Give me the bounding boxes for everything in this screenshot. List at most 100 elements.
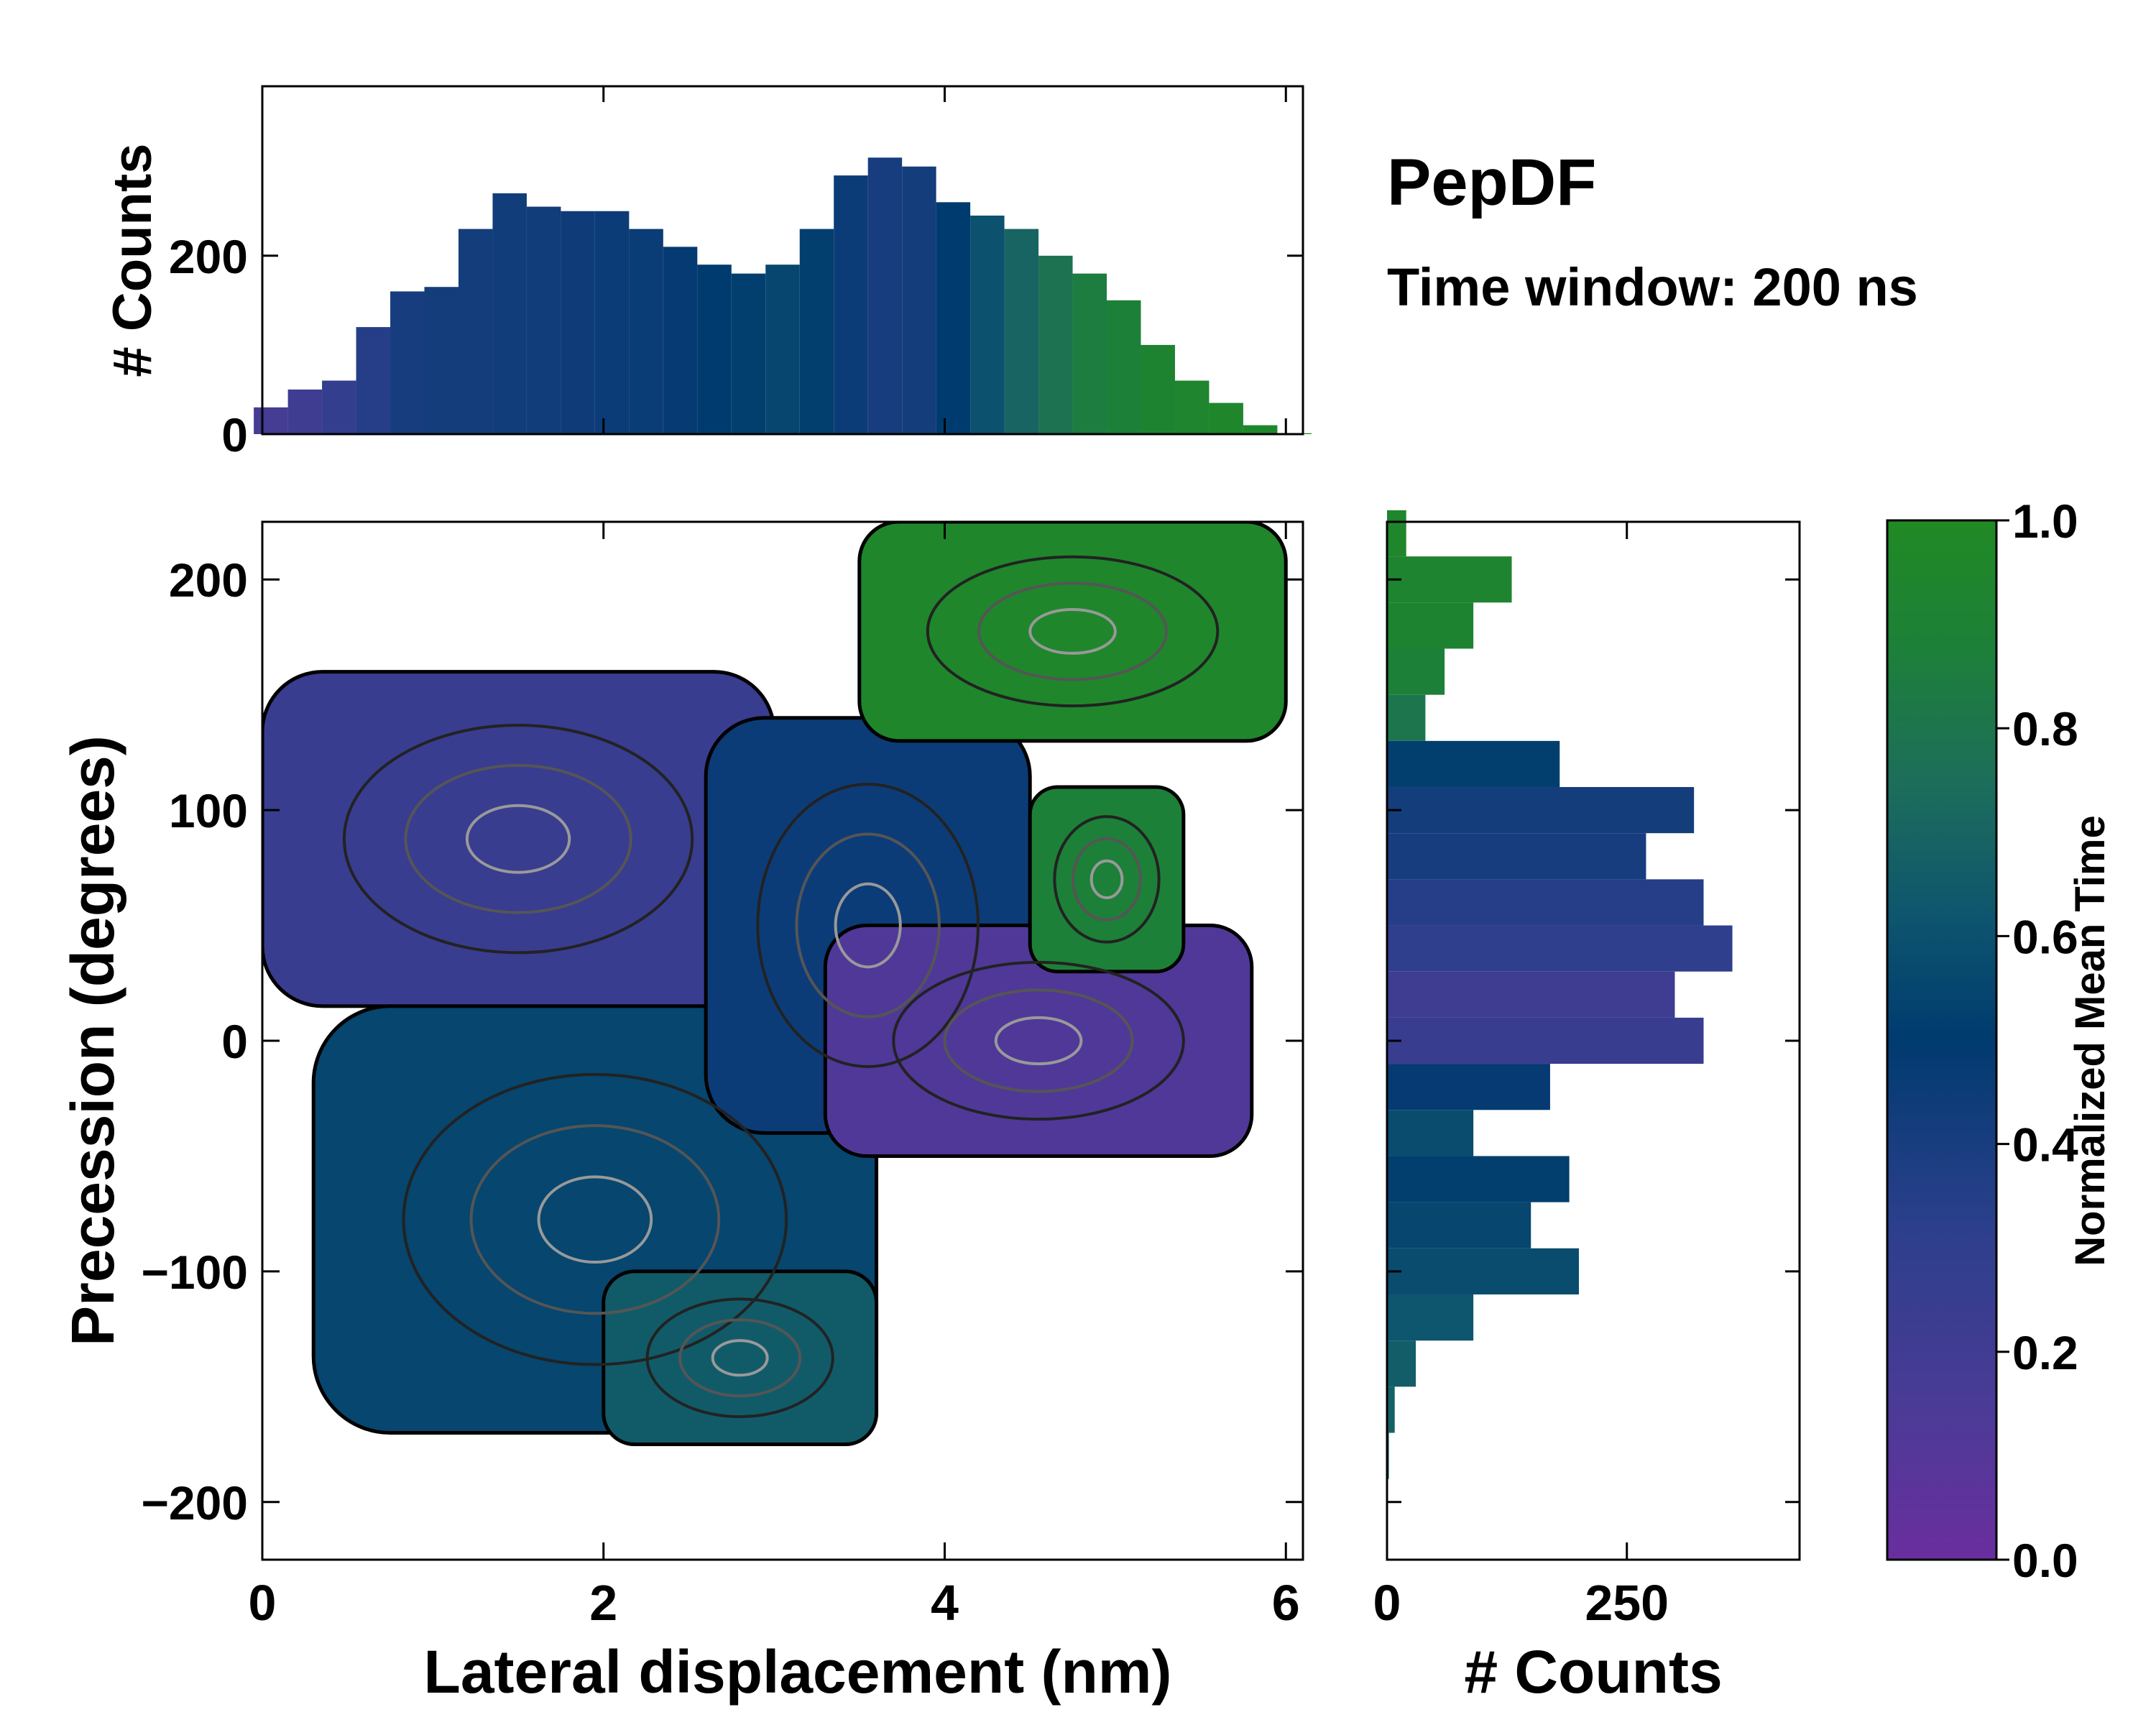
heatmap-region <box>602 1269 879 1447</box>
top-histogram-bar <box>1004 229 1039 434</box>
colorbar-tick-label: 0.6 <box>2012 910 2078 963</box>
top-histogram-bar <box>424 287 459 434</box>
heatmap-contour <box>465 804 571 874</box>
right-histogram-bar <box>1387 648 1445 695</box>
main-y-tick-label: 200 <box>169 553 248 607</box>
colorbar-title: Normalized Mean Time <box>2067 815 2114 1266</box>
right-histogram-bar <box>1387 694 1426 741</box>
top-histogram-bar <box>1141 344 1175 434</box>
heatmap-contour <box>795 832 941 1018</box>
heatmap-contour <box>977 581 1169 681</box>
colorbar-tick-label: 0.4 <box>2012 1118 2078 1172</box>
heatmap-contour <box>645 1297 834 1419</box>
top-histogram-bar <box>629 229 663 434</box>
main-y-axis-title: Precession (degrees) <box>59 735 126 1346</box>
right-histogram-bar <box>1387 1294 1474 1341</box>
right-histogram-bar <box>1387 1248 1579 1294</box>
right-histogram-bar <box>1387 971 1675 1018</box>
heatmap-cells <box>262 522 1288 1447</box>
heatmap-contour <box>469 1124 721 1315</box>
main-y-tick-label: −100 <box>141 1246 248 1299</box>
top-histogram-bar <box>1209 402 1243 434</box>
main-x-axis-title: Lateral displacement (nm) <box>424 1638 1172 1706</box>
top-histogram-bar <box>390 291 425 434</box>
heatmap-contour <box>892 960 1185 1121</box>
right-histogram-bar <box>1387 510 1406 557</box>
main-y-tick-label: 100 <box>169 784 248 837</box>
main-y-tick-label: 0 <box>221 1015 248 1068</box>
main-y-tick-label: −200 <box>141 1476 248 1530</box>
top-histogram-bar <box>902 166 936 434</box>
heatmap-contour <box>756 783 980 1068</box>
top-histogram-ticks: 0 200 <box>169 86 1303 461</box>
heatmap-region <box>1028 785 1186 974</box>
right-histogram-bar <box>1387 602 1474 649</box>
top-histogram-bar <box>322 380 356 434</box>
heatmap-contour <box>1072 837 1143 921</box>
right-x-axis-title: # Counts <box>1464 1638 1722 1706</box>
right-histogram-bar <box>1387 1386 1395 1433</box>
colorbar-tick-label: 0.2 <box>2012 1326 2078 1379</box>
right-histogram-bar <box>1387 740 1560 788</box>
top-histogram-bar <box>1243 425 1278 434</box>
colorbar-tick-label: 1.0 <box>2012 494 2078 548</box>
right-histogram-bar <box>1387 925 1733 972</box>
heatmap-region <box>857 522 1288 743</box>
right-histogram-ticks: 0 250 <box>1373 522 1800 1631</box>
top-histogram-bar <box>561 211 595 434</box>
main-x-tick-label: 0 <box>249 1575 277 1631</box>
colorbar: 0.0 0.2 0.4 0.6 0.8 1.0 Normalized Mean Time <box>1886 494 2114 1587</box>
top-histogram-bar <box>970 215 1005 434</box>
heatmap-contour <box>678 1318 802 1398</box>
right-histogram-bar <box>1387 787 1695 834</box>
heatmap-contour <box>834 882 902 969</box>
top-histogram-bar <box>254 407 288 434</box>
top-histogram-bar <box>867 157 903 435</box>
right-x-tick-label: 0 <box>1373 1575 1401 1631</box>
heatmap-contour <box>943 988 1134 1093</box>
top-histogram-bar <box>356 327 391 434</box>
heatmap-contour <box>404 763 632 914</box>
right-histogram: 0 250 # Counts <box>1373 510 1801 1706</box>
right-histogram-bar <box>1387 1156 1570 1202</box>
top-histogram-bar <box>287 389 323 434</box>
top-histogram-bar <box>799 229 834 434</box>
main-x-tick-label: 2 <box>589 1575 617 1631</box>
right-histogram-bar <box>1387 833 1646 880</box>
heatmap-contour <box>537 1175 653 1264</box>
right-histogram-bar <box>1387 1064 1550 1110</box>
top-histogram-bar <box>1174 380 1210 434</box>
top-histogram-bar <box>1038 255 1073 434</box>
top-histogram-bar <box>663 247 698 434</box>
top-histogram-bar <box>936 202 971 434</box>
top-histogram-bar <box>458 229 493 434</box>
top-histogram-frame <box>261 85 1304 436</box>
right-histogram-bar <box>1387 1340 1416 1387</box>
right-x-tick-label: 250 <box>1585 1575 1669 1631</box>
top-histogram-bar <box>492 193 527 434</box>
top-histogram-bars <box>254 157 1312 435</box>
heatmap-contour <box>1028 607 1117 655</box>
top-histogram-bar <box>1107 300 1141 434</box>
top-histogram-bar <box>594 211 630 434</box>
figure-title: PepDF <box>1387 146 1596 219</box>
top-histogram-bar <box>1072 273 1107 434</box>
heatmap-region <box>262 670 776 1008</box>
top-histogram: 0 200 # Counts <box>102 85 1312 461</box>
right-histogram-bar <box>1387 1017 1704 1064</box>
top-histogram-bar <box>697 264 732 434</box>
top-histogram-bar <box>731 273 766 434</box>
top-y-tick-label: 0 <box>221 408 248 461</box>
heatmap-contour <box>342 724 694 954</box>
right-histogram-bars <box>1387 510 1733 1479</box>
colorbar-tick-label: 0.0 <box>2012 1534 2078 1587</box>
main-x-tick-label: 6 <box>1272 1575 1300 1631</box>
top-y-axis-title: # Counts <box>102 143 163 377</box>
heatmap-contour <box>994 1016 1083 1066</box>
heatmap-contour <box>1053 815 1161 944</box>
right-histogram-bar <box>1387 1110 1474 1156</box>
colorbar-gradient <box>1886 519 1998 1561</box>
heatmap-contour <box>711 1339 769 1377</box>
right-histogram-bar <box>1387 556 1512 603</box>
